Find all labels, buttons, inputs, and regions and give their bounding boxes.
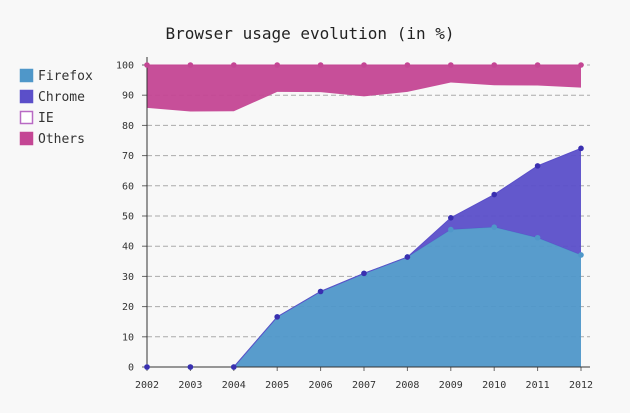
legend-swatch-ie — [19, 110, 34, 125]
area-chrome — [147, 148, 581, 367]
point-others-2007 — [361, 62, 367, 68]
y-tick-label-0: 0 — [128, 363, 134, 374]
point-others-2005 — [274, 62, 281, 68]
point-others-2004 — [231, 62, 237, 68]
point-others-2002 — [144, 62, 150, 68]
x-tick-label-2005: 2005 — [265, 380, 289, 391]
legend-label-chrome: Chrome — [38, 90, 85, 105]
point-others-2008 — [404, 62, 411, 68]
point-chrome-2010 — [491, 191, 498, 198]
point-chrome-2002 — [144, 364, 150, 370]
axis-layer: 0 10 20 30 40 50 60 70 80 90 100 2002 2003 2004 2005 20… — [116, 57, 593, 391]
legend-label-ie: IE — [38, 111, 54, 126]
x-tick-label-2009: 2009 — [439, 380, 463, 391]
x-tick-label-2010: 2010 — [482, 380, 506, 391]
x-tick-label-2007: 2007 — [352, 380, 376, 391]
legend-label-others: Others — [38, 132, 85, 147]
point-firefox-2012 — [578, 252, 584, 258]
chart-title: Browser usage evolution (in %) — [166, 24, 455, 43]
point-others-2009 — [448, 62, 454, 68]
y-tick-label-10: 10 — [122, 332, 134, 343]
area-layer — [147, 64, 582, 368]
point-firefox-2011 — [534, 234, 541, 241]
y-tick-label-60: 60 — [122, 181, 134, 192]
y-tick-label-40: 40 — [122, 242, 134, 253]
legend-swatch-others — [19, 131, 34, 146]
x-tick-label-2008: 2008 — [395, 380, 419, 391]
y-tick-label-30: 30 — [122, 272, 134, 283]
y-tick-label-100: 100 — [116, 61, 134, 72]
point-chrome-2012 — [578, 145, 584, 152]
x-tick-label-2012: 2012 — [569, 380, 593, 391]
point-layer — [144, 62, 584, 370]
point-others-2011 — [534, 62, 541, 68]
legend-swatch-firefox — [19, 68, 34, 83]
point-chrome-2006 — [317, 288, 324, 295]
point-chrome-2003 — [187, 364, 194, 370]
x-tick-label-2002: 2002 — [135, 380, 159, 391]
x-tick-label-2011: 2011 — [526, 380, 550, 391]
point-chrome-2007 — [361, 270, 367, 277]
point-others-2012 — [578, 62, 584, 68]
point-chrome-2004 — [231, 364, 237, 370]
point-chrome-2005 — [274, 314, 281, 320]
x-tick-label-2006: 2006 — [309, 380, 333, 391]
point-others-2003 — [187, 62, 194, 68]
legend-label-firefox: Firefox — [38, 69, 93, 84]
x-tick-label-2004: 2004 — [222, 380, 246, 391]
point-others-2006 — [317, 62, 324, 68]
point-firefox-2010 — [491, 224, 498, 230]
x-tick-label-2003: 2003 — [178, 380, 202, 391]
point-chrome-2011 — [534, 163, 541, 169]
legend-swatch-chrome — [19, 89, 34, 104]
point-chrome-2009 — [448, 215, 454, 221]
y-tick-label-70: 70 — [122, 151, 134, 162]
area-others — [147, 65, 581, 112]
point-others-2010 — [491, 62, 498, 68]
point-firefox-2009 — [448, 226, 454, 233]
y-tick-label-90: 90 — [122, 91, 134, 102]
point-chrome-2008 — [404, 254, 411, 260]
y-tick-label-20: 20 — [122, 302, 134, 313]
legend: Firefox Chrome IE Others — [19, 68, 93, 147]
y-tick-label-50: 50 — [122, 212, 134, 223]
y-tick-label-80: 80 — [122, 121, 134, 132]
area-firefox — [147, 227, 581, 367]
